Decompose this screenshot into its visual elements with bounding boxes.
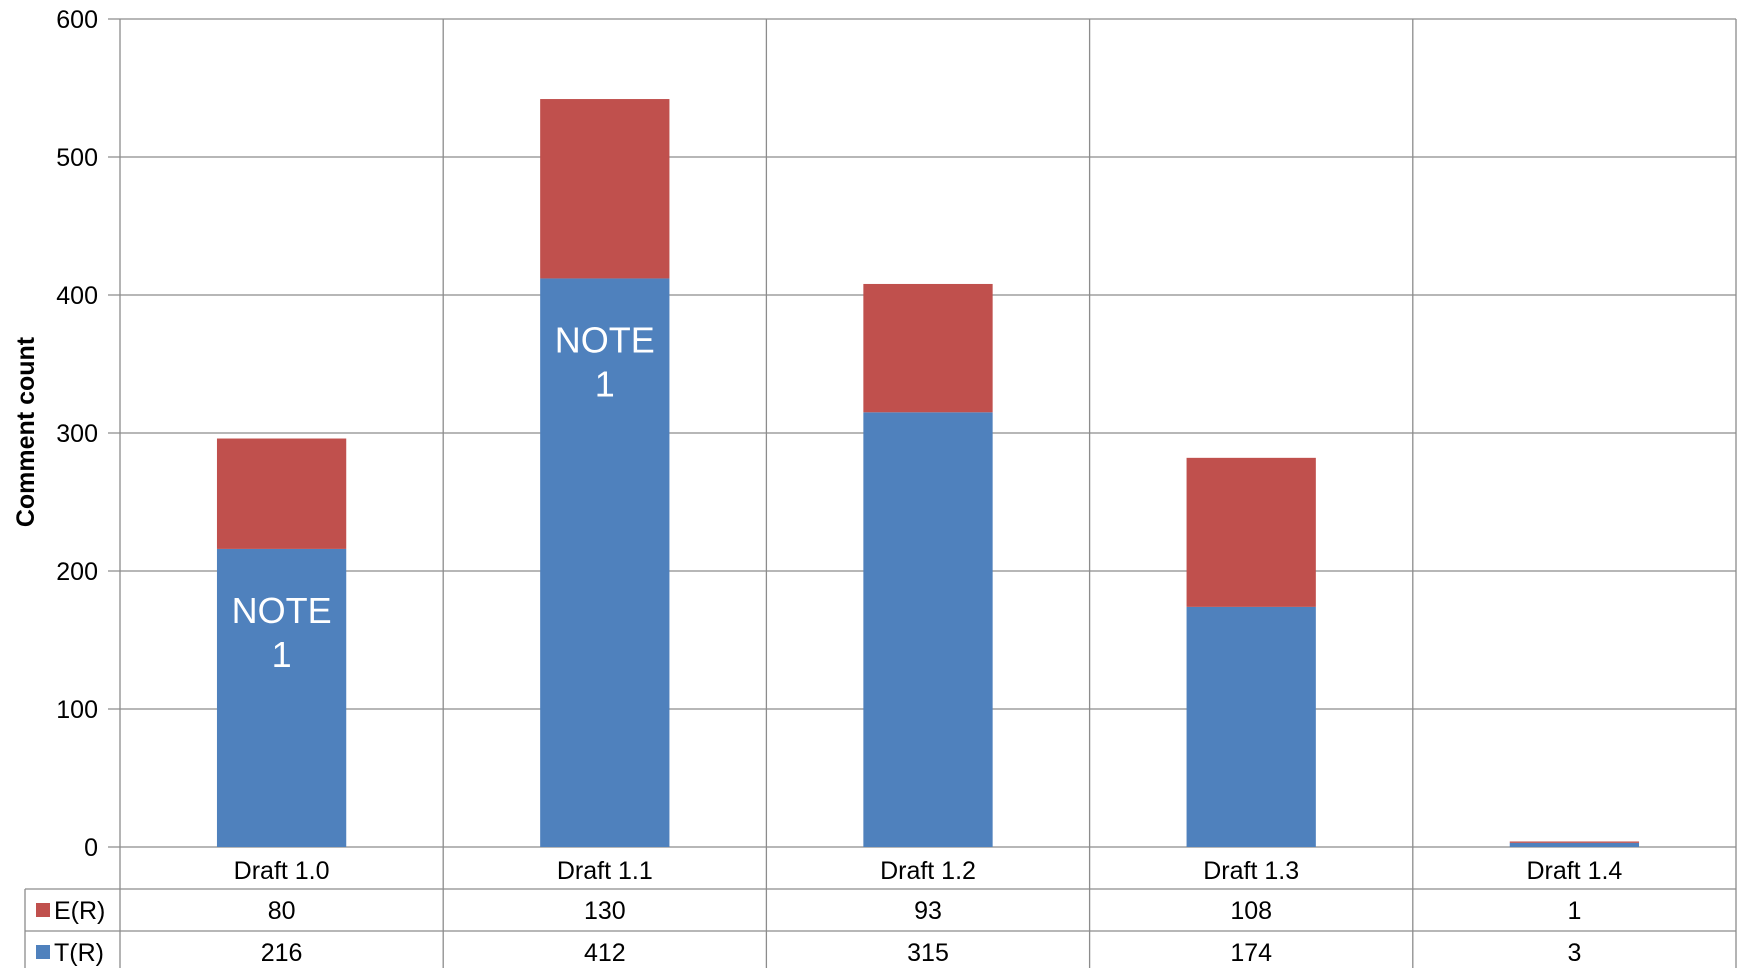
bar-er-4 — [1509, 841, 1640, 843]
bar-er-3 — [1186, 457, 1316, 607]
y-tick-label-300: 300 — [56, 420, 98, 448]
data-table: Draft 1.0 Draft 1.1 Draft 1.2 Draft 1.3 Draf… — [24, 857, 1736, 968]
legend-swatch-tr — [36, 945, 50, 959]
bar-tr-4 — [1509, 842, 1640, 847]
bar-annotation-0: NOTE 1 — [232, 590, 332, 675]
y-tick-label-100: 100 — [56, 696, 98, 724]
x-tick-label-3: Draft 1.3 — [1203, 857, 1299, 885]
bar-tr-1 — [540, 278, 670, 847]
y-tick-label-200: 200 — [56, 558, 98, 586]
table-cell-tr-4: 3 — [1567, 939, 1581, 967]
y-axis-ticks: 0 100 200 300 400 500 600 — [56, 6, 98, 862]
bar-annotation-1: NOTE 1 — [555, 319, 655, 404]
table-cell-tr-2: 315 — [907, 939, 949, 967]
table-cell-er-1: 130 — [584, 897, 626, 925]
legend-label-er: E(R) — [54, 897, 105, 925]
table-cell-er-3: 108 — [1230, 897, 1272, 925]
bars — [216, 99, 1640, 847]
table-cell-tr-1: 412 — [584, 939, 626, 967]
bar-er-0 — [216, 438, 347, 549]
table-cell-tr-3: 174 — [1230, 939, 1272, 967]
x-tick-label-2: Draft 1.2 — [880, 857, 976, 885]
table-cell-er-0: 80 — [268, 897, 296, 925]
legend-label-tr: T(R) — [54, 939, 104, 967]
y-tick-label-600: 600 — [56, 6, 98, 34]
y-tick-label-400: 400 — [56, 282, 98, 310]
bar-er-2 — [863, 283, 993, 413]
bar-er-1 — [540, 99, 670, 279]
bar-annotations: NOTE 1 NOTE 1 — [232, 319, 655, 674]
table-cell-er-2: 93 — [914, 897, 942, 925]
y-tick-label-0: 0 — [84, 834, 98, 862]
bar-tr-0 — [216, 548, 347, 847]
x-tick-label-4: Draft 1.4 — [1526, 857, 1622, 885]
y-axis-label: Comment count — [12, 336, 40, 527]
bar-tr-2 — [863, 412, 993, 847]
table-cell-er-4: 1 — [1567, 897, 1581, 925]
table-cell-tr-0: 216 — [261, 939, 303, 967]
bar-tr-3 — [1186, 606, 1316, 847]
x-tick-label-0: Draft 1.0 — [234, 857, 330, 885]
legend-swatch-er — [36, 903, 50, 917]
x-tick-label-1: Draft 1.1 — [557, 857, 653, 885]
y-tick-label-500: 500 — [56, 144, 98, 172]
